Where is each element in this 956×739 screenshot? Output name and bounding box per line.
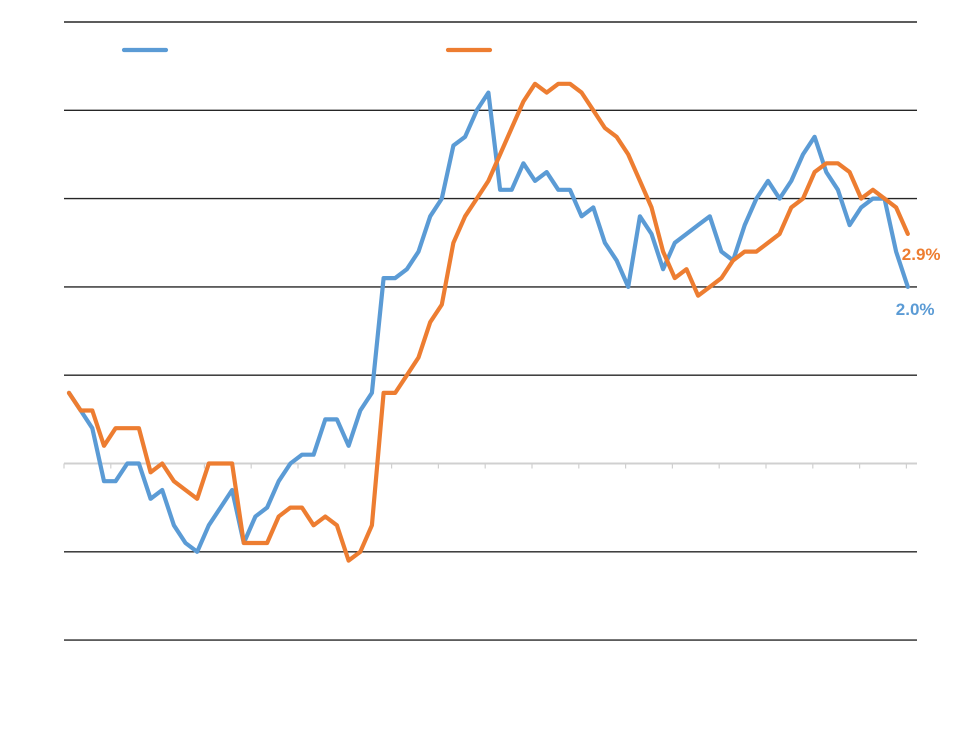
- series-lines: [66, 81, 910, 563]
- end-labels: 2.0% 2.9%: [896, 245, 941, 319]
- end-label-series-2: 2.9%: [902, 245, 941, 264]
- series-line-2: [66, 81, 910, 563]
- series-line-1: [66, 90, 910, 554]
- zero-axis-ticks: [63, 463, 908, 469]
- end-label-series-1: 2.0%: [896, 300, 935, 319]
